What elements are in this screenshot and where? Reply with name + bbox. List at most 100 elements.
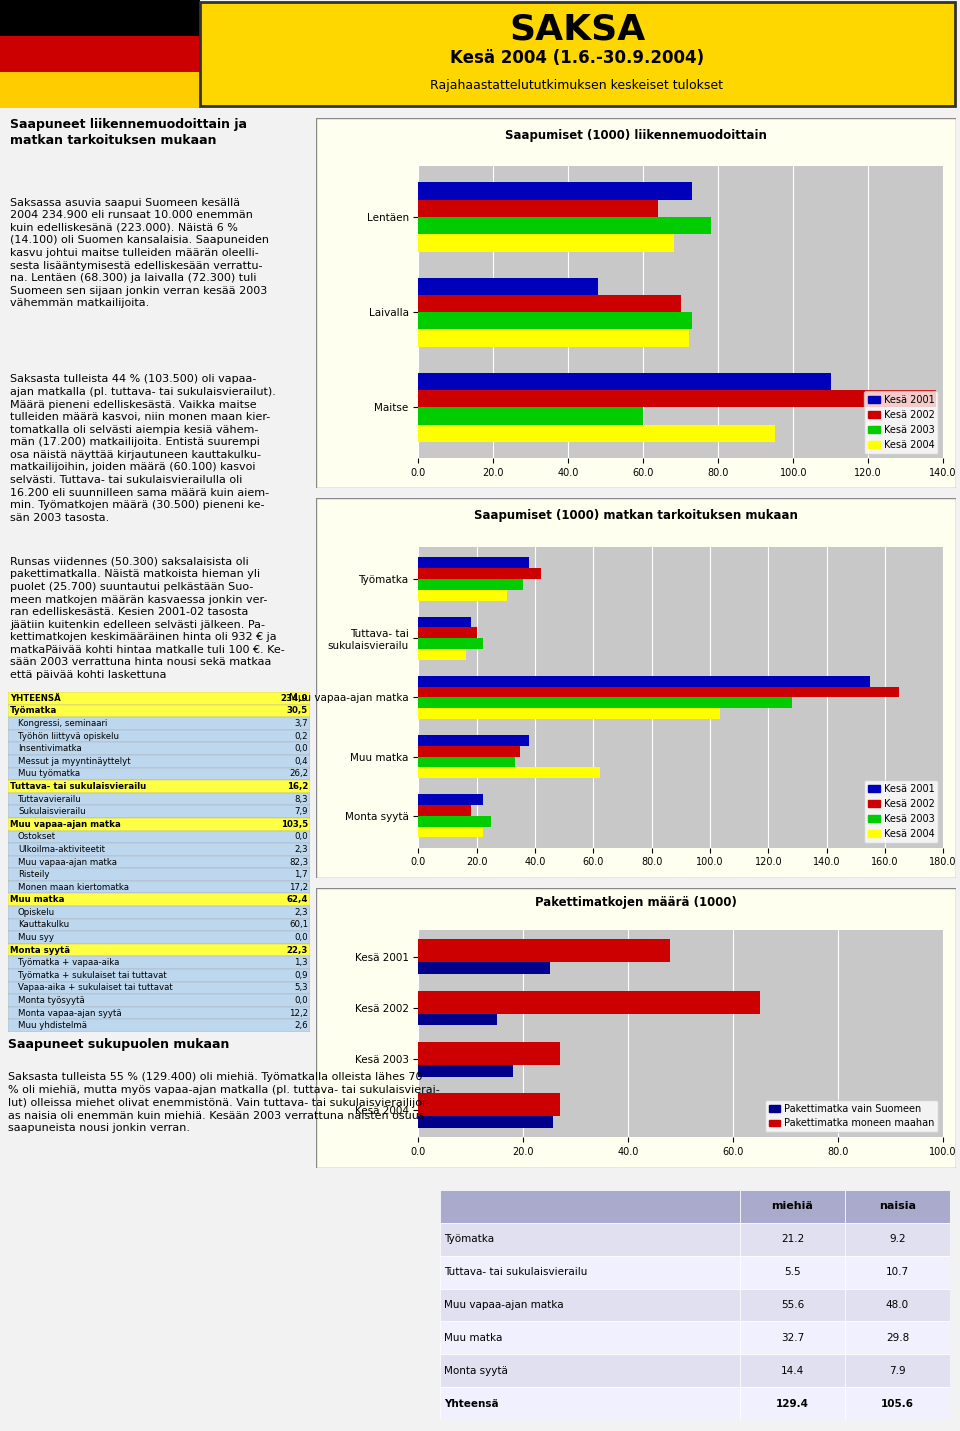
Bar [8, 819, 310, 830]
Bar [8, 869, 310, 881]
Text: Muu vapaa-ajan matka: Muu vapaa-ajan matka [444, 1299, 564, 1309]
Text: Monta syytä: Monta syytä [444, 1365, 508, 1375]
Text: 30,5: 30,5 [287, 707, 308, 716]
Bar [8, 743, 310, 756]
Bar [740, 1321, 845, 1354]
Text: 7.9: 7.9 [889, 1365, 906, 1375]
Bar [740, 1354, 845, 1387]
Bar [440, 1191, 740, 1224]
Bar [419, 827, 484, 837]
Text: Muu työmatka: Muu työmatka [18, 770, 80, 778]
Text: 3,7: 3,7 [295, 718, 308, 728]
Text: Muu vapaa-ajan matka: Muu vapaa-ajan matka [18, 857, 117, 867]
Bar [8, 693, 310, 704]
Bar [8, 1007, 310, 1019]
Bar [0, 0, 200, 36]
Text: Työmatka: Työmatka [444, 1235, 494, 1245]
Text: Risteily: Risteily [18, 870, 50, 879]
Bar [419, 1105, 553, 1128]
Bar [8, 793, 310, 806]
Text: Monta syytä: Monta syytä [10, 946, 70, 954]
Legend: Pakettimatka vain Suomeen, Pakettimatka moneen maahan: Pakettimatka vain Suomeen, Pakettimatka … [764, 1099, 938, 1132]
Bar [200, 1, 955, 106]
Text: 16,2: 16,2 [287, 781, 308, 791]
Bar [419, 697, 792, 708]
Bar [419, 1093, 560, 1116]
Bar [8, 1019, 310, 1032]
Bar [419, 568, 540, 580]
Bar [440, 1256, 740, 1288]
Text: 55.6: 55.6 [780, 1299, 804, 1309]
Bar [8, 982, 310, 995]
Bar [440, 1321, 740, 1354]
Text: Runsas viidennes (50.300) saksalaisista oli
pakettimatkalla. Näistä matkoista hi: Runsas viidennes (50.300) saksalaisista … [10, 557, 285, 680]
Text: 1,3: 1,3 [295, 959, 308, 967]
Text: 234,9: 234,9 [280, 694, 308, 703]
Text: Saapuneet sukupuolen mukaan: Saapuneet sukupuolen mukaan [8, 1037, 229, 1050]
Text: Saksassa asuvia saapui Suomeen kesällä
2004 234.900 eli runsaat 10.000 enemmän
k: Saksassa asuvia saapui Suomeen kesällä 2… [10, 197, 269, 308]
Bar [0, 36, 200, 72]
Text: 2,3: 2,3 [295, 844, 308, 854]
Text: Muu syy: Muu syy [18, 933, 54, 942]
Text: Insentivimatka: Insentivimatka [18, 744, 82, 753]
Bar [419, 558, 529, 568]
Bar [8, 995, 310, 1007]
Bar [419, 1042, 560, 1065]
Text: Monen maan kiertomatka: Monen maan kiertomatka [18, 883, 129, 892]
Text: Ulkoilma-aktiviteetit: Ulkoilma-aktiviteetit [18, 844, 105, 854]
Text: Monta työsyytä: Monta työsyytä [18, 996, 84, 1005]
Bar [845, 1224, 950, 1256]
Bar [419, 235, 675, 252]
Text: naisia: naisia [879, 1202, 916, 1212]
Text: Muu yhdistelmä: Muu yhdistelmä [18, 1022, 87, 1030]
Text: Kongressi, seminaari: Kongressi, seminaari [18, 718, 108, 728]
Text: 48.0: 48.0 [886, 1299, 909, 1309]
Text: 82,3: 82,3 [289, 857, 308, 867]
Text: Pakettimatkojen määrä (1000): Pakettimatkojen määrä (1000) [535, 896, 737, 909]
Text: 0,0: 0,0 [295, 744, 308, 753]
Text: 8,3: 8,3 [295, 794, 308, 804]
Bar [419, 182, 692, 200]
Text: 0,0: 0,0 [295, 933, 308, 942]
Bar [845, 1321, 950, 1354]
Text: Tuttavavierailu: Tuttavavierailu [18, 794, 82, 804]
Bar [419, 312, 692, 329]
Text: Messut ja myyntinäyttelyt: Messut ja myyntinäyttelyt [18, 757, 131, 766]
Bar [740, 1224, 845, 1256]
Text: Työmatka: Työmatka [10, 707, 58, 716]
Legend: Kesä 2001, Kesä 2002, Kesä 2003, Kesä 2004: Kesä 2001, Kesä 2002, Kesä 2003, Kesä 20… [864, 780, 938, 843]
Bar [740, 1256, 845, 1288]
Text: Kesä 2004 (1.6.-30.9.2004): Kesä 2004 (1.6.-30.9.2004) [450, 49, 704, 67]
Bar [845, 1191, 950, 1224]
Text: Saapumiset (1000) matkan tarkoituksen mukaan: Saapumiset (1000) matkan tarkoituksen mu… [474, 509, 798, 522]
Bar [8, 893, 310, 906]
Bar [8, 806, 310, 819]
Bar [845, 1387, 950, 1420]
Text: Ostokset: Ostokset [18, 833, 56, 841]
Bar [8, 881, 310, 893]
Text: Työmatka + vapaa-aika: Työmatka + vapaa-aika [18, 959, 119, 967]
Bar [419, 990, 759, 1013]
Bar [419, 425, 775, 442]
Bar [419, 650, 466, 660]
Bar [419, 617, 470, 627]
Text: Tuttava- tai sukulaisvierailu: Tuttava- tai sukulaisvierailu [444, 1266, 588, 1276]
Text: Muu vapaa-ajan matka: Muu vapaa-ajan matka [10, 820, 121, 829]
Bar [845, 1288, 950, 1321]
Text: 14.4: 14.4 [780, 1365, 804, 1375]
Bar [419, 794, 483, 806]
Text: 9.2: 9.2 [889, 1235, 906, 1245]
Bar [419, 408, 643, 425]
Bar [419, 746, 520, 757]
Bar [419, 806, 470, 816]
Bar [845, 1354, 950, 1387]
Text: Opiskelu: Opiskelu [18, 907, 55, 917]
Text: 62,4: 62,4 [286, 896, 308, 904]
Text: Työmatka + sukulaiset tai tuttavat: Työmatka + sukulaiset tai tuttavat [18, 970, 167, 980]
Bar [8, 780, 310, 793]
Text: Kauttakulku: Kauttakulku [18, 920, 69, 930]
Text: 1,7: 1,7 [295, 870, 308, 879]
Text: 0,9: 0,9 [295, 970, 308, 980]
Bar [440, 1288, 740, 1321]
Bar [419, 638, 483, 650]
